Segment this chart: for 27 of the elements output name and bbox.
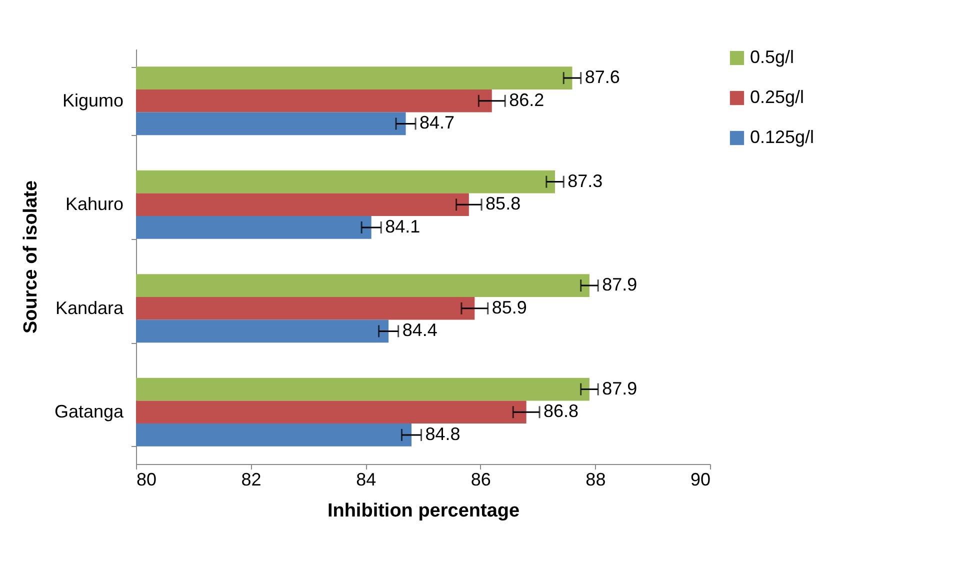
x-tick-label: 80 [136,470,157,490]
x-tick-label: 82 [241,470,262,490]
data-label: 87.6 [584,67,620,88]
data-label: 84.4 [402,320,438,340]
y-tick-label: Kigumo [62,90,124,110]
x-axis-title: Inhibition percentage [327,500,520,522]
data-label: 84.7 [420,112,455,133]
data-label: 87.9 [602,274,638,295]
x-tick-label: 84 [356,470,376,490]
y-axis-title: Source of isolate [20,180,42,334]
data-label: 84.1 [385,216,420,236]
x-tick-label: 86 [470,470,491,490]
data-label: 86.8 [544,401,579,422]
data-label: 85.9 [492,297,527,318]
data-label: 87.9 [602,378,638,398]
data-label: 87.3 [568,170,603,191]
x-tick-label: 88 [586,470,606,490]
y-tick-label: Kandara [55,298,124,318]
data-label: 84.8 [425,424,460,444]
data-label: 86.2 [509,90,544,110]
y-tick-label: Gatanga [54,402,124,422]
y-tick-label: Kahuro [65,194,124,214]
x-tick-label: 90 [690,470,710,490]
legend-label: 0.125g/l [750,127,814,147]
data-label: 85.8 [486,194,521,214]
legend-label: 0.5g/l [750,47,794,67]
legend-label: 0.25g/l [750,87,804,107]
